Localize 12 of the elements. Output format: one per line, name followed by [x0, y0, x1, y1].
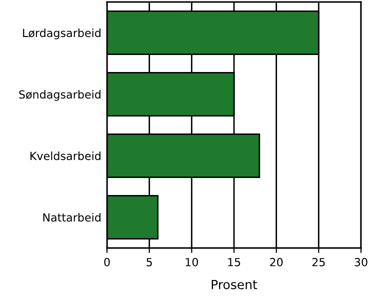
y-tick-label: Nattarbeid [43, 213, 100, 222]
x-axis-title: Prosent [212, 280, 258, 290]
x-tick-label: 15 [228, 258, 240, 266]
x-tick-label: 25 [312, 258, 325, 266]
y-tick-label: Lørdagsarbeid [23, 28, 100, 40]
y-tick-label: Søndagsarbeid [19, 90, 100, 101]
x-tick-label: 0 [104, 258, 110, 266]
x-tick-label: 30 [354, 258, 368, 266]
y-tick-label: Kveldsarbeid [30, 152, 100, 160]
x-tick-label: 10 [186, 258, 198, 266]
x-tick-label: 5 [146, 258, 152, 266]
x-tick-label: 20 [270, 258, 283, 266]
